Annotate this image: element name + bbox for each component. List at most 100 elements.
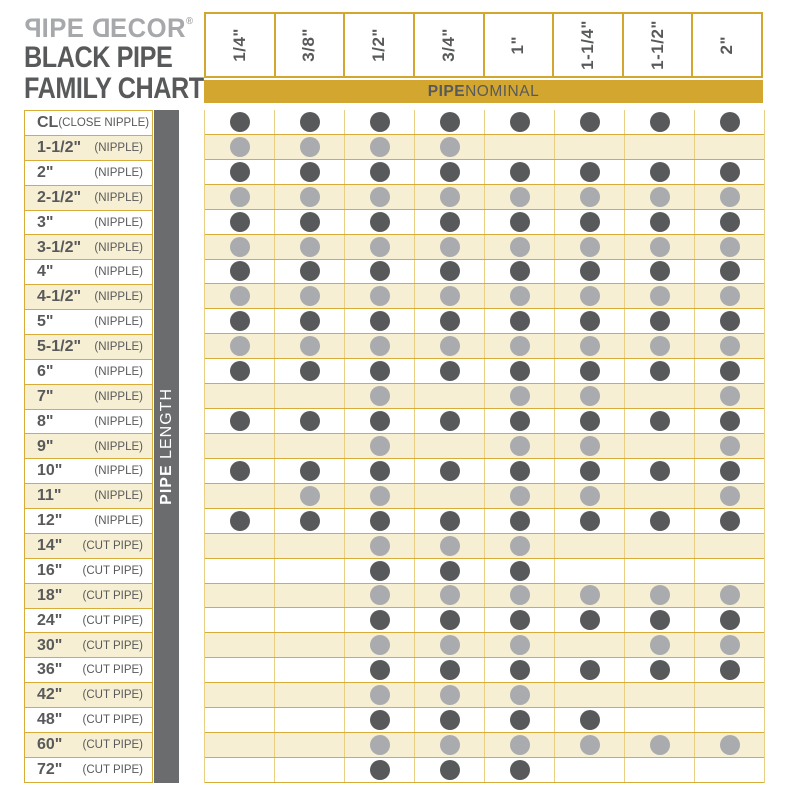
availability-dot [579,460,600,481]
pipe-size-label: 14" [37,537,63,555]
brand-letter-d: D [91,13,111,43]
matrix-cell [205,284,275,309]
availability-dot [439,311,460,332]
availability-dot [369,111,390,132]
matrix-cell [555,458,625,483]
pipe-size-label: 16" [37,561,63,579]
matrix-cell [275,508,345,533]
matrix-cell [485,458,555,483]
pipe-size-label: 24" [37,611,63,629]
availability-dot [509,411,530,432]
matrix-cell [625,209,695,234]
matrix-cell [415,110,485,134]
matrix-cell [275,309,345,334]
matrix-cell [205,209,275,234]
availability-dot [369,161,390,182]
availability-dot [579,660,600,681]
availability-dot [229,411,250,432]
matrix-cell [555,409,625,433]
pipe-type-label: (NIPPLE) [94,216,143,229]
pipe-type-label: (CUT PIPE) [82,639,144,652]
availability-dot [719,610,740,631]
table-row [205,159,764,185]
matrix-cell [555,757,625,782]
matrix-cell [625,757,695,782]
availability-dot [579,186,600,207]
availability-dot [369,261,390,282]
matrix-cell [415,284,485,309]
availability-dot [369,759,390,780]
matrix-cell [485,234,555,259]
availability-dot [299,361,320,382]
column-header-label: 1/2" [369,28,389,62]
column-header: 2" [691,12,763,78]
matrix-cell [205,558,275,583]
matrix-cell [625,110,695,134]
matrix-cell [275,708,345,733]
table-row [205,384,764,410]
column-header: 1-1/2" [621,12,694,78]
availability-dot [509,236,530,257]
matrix-cell [695,534,764,558]
availability-dot [719,485,740,506]
availability-dot [509,585,530,606]
matrix-cell [345,359,415,384]
table-row [205,359,764,385]
availability-dot [299,286,320,307]
matrix-cell [485,658,555,683]
availability-dot [649,236,670,257]
availability-dot [579,261,600,282]
matrix-cell [625,234,695,259]
matrix-cell [555,733,625,757]
availability-dot [369,361,390,382]
matrix-cell [485,134,555,159]
matrix-cell [205,733,275,757]
matrix-cell [205,134,275,159]
matrix-cell [205,458,275,483]
availability-dot [229,136,250,157]
availability-dot [299,460,320,481]
table-row [205,334,764,360]
matrix-cell [205,433,275,458]
availability-dot [579,161,600,182]
pipe-type-label: (CUT PIPE) [82,614,144,627]
matrix-cell [415,384,485,409]
row-label: 4-1/2" (NIPPLE) [24,284,153,311]
availability-dot [649,585,670,606]
availability-matrix [204,110,765,783]
matrix-cell [415,134,485,159]
matrix-cell [345,533,415,558]
availability-dot [229,311,250,332]
pipe-size-label: 11" [37,487,62,505]
matrix-cell [205,234,275,259]
availability-dot [439,186,460,207]
pipe-nominal-banner: PIPE NOMINAL [204,80,763,103]
table-row [205,683,764,709]
matrix-cell [345,508,415,533]
matrix-cell [695,484,764,508]
matrix-cell [345,209,415,234]
row-label: 4" (NIPPLE) [24,259,153,286]
matrix-cell [485,184,555,209]
availability-dot [369,710,390,731]
availability-dot [509,535,530,556]
matrix-cell [625,483,695,508]
matrix-cell [695,434,764,458]
matrix-cell [415,209,485,234]
matrix-cell [345,309,415,334]
matrix-cell [625,658,695,683]
row-label: 5" (NIPPLE) [24,309,153,336]
availability-dot [439,710,460,731]
matrix-cell [415,558,485,583]
pipe-type-label: (CUT PIPE) [82,540,144,553]
pipe-type-label: (NIPPLE) [94,291,143,304]
matrix-cell [625,633,695,658]
matrix-cell [625,159,695,184]
matrix-cell [555,159,625,184]
pipe-type-label: (CUT PIPE) [82,714,144,727]
matrix-cell [625,259,695,284]
matrix-cell [555,683,625,708]
pipe-size-label: 3-1/2" [37,238,82,256]
matrix-cell [275,433,345,458]
